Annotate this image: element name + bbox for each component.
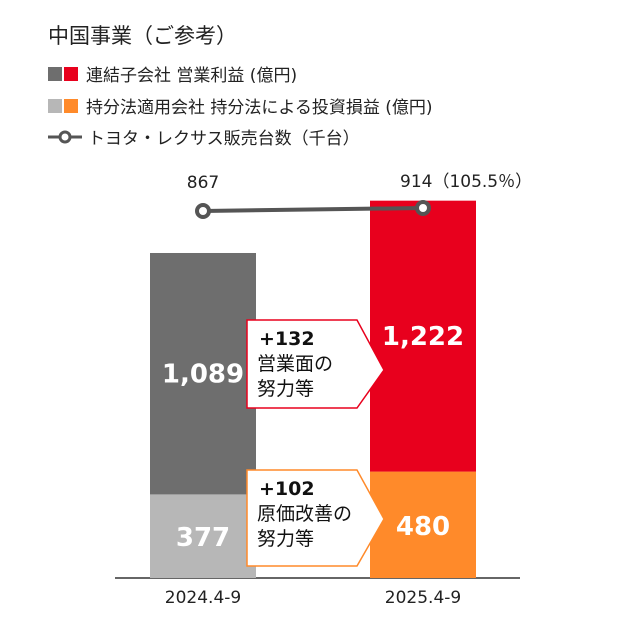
annotation-text-1-0: 原価改善の (257, 503, 352, 525)
bar-subsidiary-0 (150, 252, 256, 495)
bar-equity-0 (150, 494, 256, 578)
sales-label-0: 867 (187, 173, 219, 193)
sales-label-1: 914（105.5％） (400, 172, 532, 192)
line-marker-icon (48, 130, 82, 143)
legend-swatch-gray (48, 66, 62, 81)
legend-swatch-orange (64, 98, 78, 113)
annotation-text-0-1: 努力等 (257, 378, 314, 400)
annotation-delta-1: +102 (259, 478, 315, 500)
legend-label-equity: 持分法適用会社 持分法による投資損益 (億円) (86, 98, 433, 118)
annotation-text-0-0: 営業面の (257, 353, 333, 375)
legend-item-sales: トヨタ・レクサス販売台数（千台） (48, 124, 360, 149)
sales-point-0 (195, 203, 211, 219)
x-tick-label-1: 2025.4-9 (385, 588, 461, 608)
legend-item-subsidiary: 連結子会社 営業利益 (億円) (48, 61, 297, 86)
annotation-text-1-1: 努力等 (257, 528, 314, 550)
bar-label-equity-1: 480 (396, 512, 450, 542)
sales-point-1 (415, 200, 431, 216)
bar-label-subsidiary-1: 1,222 (382, 322, 464, 352)
annotation-box-1 (246, 469, 385, 567)
annotation-box-0 (246, 319, 385, 409)
chart-title: 中国事業（ご参考） (48, 24, 237, 48)
bar-label-subsidiary-0: 1,089 (162, 360, 244, 390)
legend-label-sales: トヨタ・レクサス販売台数（千台） (88, 129, 360, 149)
annotation-delta-0: +132 (259, 328, 315, 350)
legend-swatch-red (64, 66, 78, 81)
legend-swatch-lightgray (48, 98, 62, 113)
bar-label-equity-0: 377 (176, 523, 230, 553)
bar-equity-1 (370, 471, 476, 578)
bar-subsidiary-1 (370, 200, 476, 472)
x-tick-label-0: 2024.4-9 (165, 588, 241, 608)
legend-item-equity: 持分法適用会社 持分法による投資損益 (億円) (48, 93, 433, 118)
sales-line (202, 206, 424, 213)
legend-label-subsidiary: 連結子会社 営業利益 (億円) (86, 66, 298, 86)
